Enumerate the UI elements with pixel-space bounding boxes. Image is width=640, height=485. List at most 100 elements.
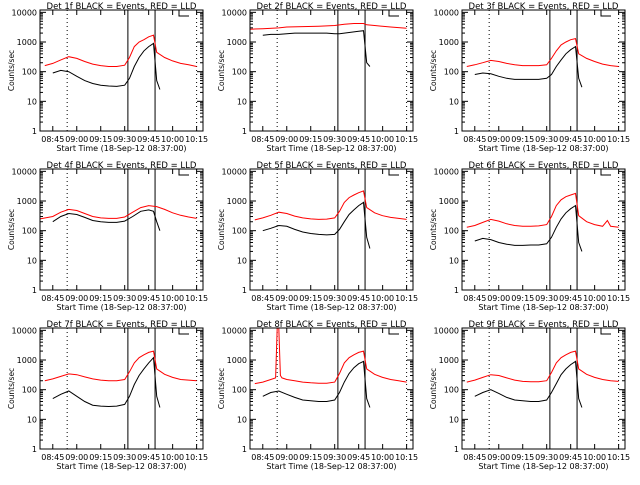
detector-panel: 1 10 100 1000 10000 08:45 09:00 09:15 09:30 09:45…	[429, 2, 630, 153]
x-tick-label: 10:00	[161, 294, 184, 303]
plot-frame	[461, 9, 626, 132]
plot-frame	[39, 327, 204, 450]
y-axis-label: Counts/sec	[429, 209, 438, 250]
x-tick-label: 09:00	[275, 294, 298, 303]
panel-title: Det 7f BLACK = Events, RED = LLD	[47, 320, 197, 330]
plot-frame	[249, 168, 414, 291]
y-tick-label: 1000	[227, 38, 247, 47]
y-tick-label: 100	[22, 68, 37, 77]
y-tick-label: 1	[454, 445, 459, 454]
series-line-events	[52, 42, 161, 90]
x-tick-label: 09:30	[113, 294, 136, 303]
series-line-events	[474, 204, 583, 252]
y-tick-label: 10000	[222, 167, 247, 176]
x-tick-label: 09:30	[323, 453, 346, 462]
y-tick-label: 100	[22, 227, 37, 236]
panel-title: Det 2f BLACK = Events, RED = LLD	[257, 2, 407, 12]
series-line-lld	[466, 37, 619, 67]
series-line-events	[262, 30, 371, 67]
series-line-events	[52, 356, 161, 408]
x-tick-label: 09:30	[113, 135, 136, 144]
y-tick-label: 1000	[17, 38, 37, 47]
y-tick-label: 10	[237, 415, 247, 424]
plot-frame	[461, 168, 626, 291]
y-axis-label: Counts/sec	[217, 368, 226, 409]
y-tick-label: 10	[27, 415, 37, 424]
y-axis-label: Counts/sec	[7, 209, 16, 250]
x-tick-label: 09:15	[89, 135, 112, 144]
legend-notch	[388, 169, 399, 176]
x-axis-label: Start Time (18-Sep-12 08:37:00)	[478, 144, 608, 153]
detector-panel: 1 10 100 1000 10000 08:45 09:00 09:15 09:30 09:45…	[217, 2, 418, 153]
x-tick-label: 10:15	[185, 453, 208, 462]
series-line-lld	[44, 350, 197, 382]
detector-panel: 1 10 100 1000 10000 08:45 09:00 09:15 09:30 09:45…	[7, 320, 208, 471]
y-tick-label: 1	[32, 127, 37, 136]
x-tick-label: 10:00	[161, 453, 184, 462]
x-tick-label: 10:15	[395, 135, 418, 144]
x-tick-label: 09:00	[487, 294, 510, 303]
panel-title: Det 8f BLACK = Events, RED = LLD	[257, 320, 407, 330]
x-axis-label: Start Time (18-Sep-12 08:37:00)	[266, 462, 396, 471]
x-tick-label: 09:30	[323, 135, 346, 144]
y-axis-label: Counts/sec	[217, 209, 226, 250]
panel-title: Det 9f BLACK = Events, RED = LLD	[469, 320, 619, 330]
x-tick-label: 09:15	[511, 453, 534, 462]
x-tick-label: 09:45	[559, 453, 582, 462]
x-tick-label: 10:00	[371, 453, 394, 462]
x-tick-label: 10:15	[607, 453, 630, 462]
panel-title: Det 1f BLACK = Events, RED = LLD	[47, 2, 197, 12]
y-tick-label: 1	[242, 286, 247, 295]
x-axis-label: Start Time (18-Sep-12 08:37:00)	[266, 303, 396, 312]
x-tick-label: 09:45	[559, 135, 582, 144]
panel-title: Det 4f BLACK = Events, RED = LLD	[47, 161, 197, 171]
x-tick-label: 09:15	[299, 135, 322, 144]
series-line-lld	[44, 34, 197, 67]
y-tick-label: 10000	[222, 8, 247, 17]
x-tick-label: 08:45	[41, 135, 64, 144]
x-tick-label: 09:45	[347, 135, 370, 144]
x-tick-label: 09:30	[535, 294, 558, 303]
y-tick-label: 10	[449, 256, 459, 265]
legend-notch	[178, 328, 189, 335]
y-tick-label: 10	[449, 415, 459, 424]
y-tick-label: 10000	[434, 326, 459, 335]
x-tick-label: 08:45	[41, 453, 64, 462]
x-tick-label: 09:30	[535, 453, 558, 462]
y-tick-label: 1000	[227, 197, 247, 206]
x-tick-label: 08:45	[463, 294, 486, 303]
y-tick-label: 1	[242, 127, 247, 136]
y-tick-label: 10000	[12, 326, 37, 335]
x-tick-label: 09:30	[535, 135, 558, 144]
series-line-events	[474, 45, 583, 88]
x-axis-label: Start Time (18-Sep-12 08:37:00)	[478, 303, 608, 312]
y-tick-label: 100	[232, 68, 247, 77]
detector-panel: 1 10 100 1000 10000 08:45 09:00 09:15 09:30 09:45…	[217, 161, 418, 312]
x-tick-label: 08:45	[463, 453, 486, 462]
panel-title: Det 5f BLACK = Events, RED = LLD	[257, 161, 407, 171]
y-axis-label: Counts/sec	[429, 368, 438, 409]
series-line-events	[474, 360, 583, 408]
legend-notch	[388, 328, 399, 335]
panel-title: Det 3f BLACK = Events, RED = LLD	[469, 2, 619, 12]
series-line-lld	[249, 23, 407, 30]
x-tick-label: 08:45	[251, 135, 274, 144]
series-line-lld	[466, 350, 619, 383]
x-tick-label: 09:30	[113, 453, 136, 462]
y-tick-label: 1	[454, 127, 459, 136]
x-axis-label: Start Time (18-Sep-12 08:37:00)	[56, 462, 186, 471]
x-tick-label: 08:45	[463, 135, 486, 144]
detector-panel: 1 10 100 1000 10000 08:45 09:00 09:15 09:30 09:45…	[217, 320, 418, 471]
y-tick-label: 10000	[434, 167, 459, 176]
x-tick-label: 09:45	[137, 135, 160, 144]
x-tick-label: 09:15	[299, 453, 322, 462]
x-tick-label: 09:15	[511, 294, 534, 303]
x-tick-label: 10:15	[185, 294, 208, 303]
y-axis-label: Counts/sec	[217, 50, 226, 91]
x-tick-label: 09:15	[89, 453, 112, 462]
x-tick-label: 09:00	[487, 135, 510, 144]
y-axis-label: Counts/sec	[7, 50, 16, 91]
x-tick-label: 09:00	[65, 453, 88, 462]
